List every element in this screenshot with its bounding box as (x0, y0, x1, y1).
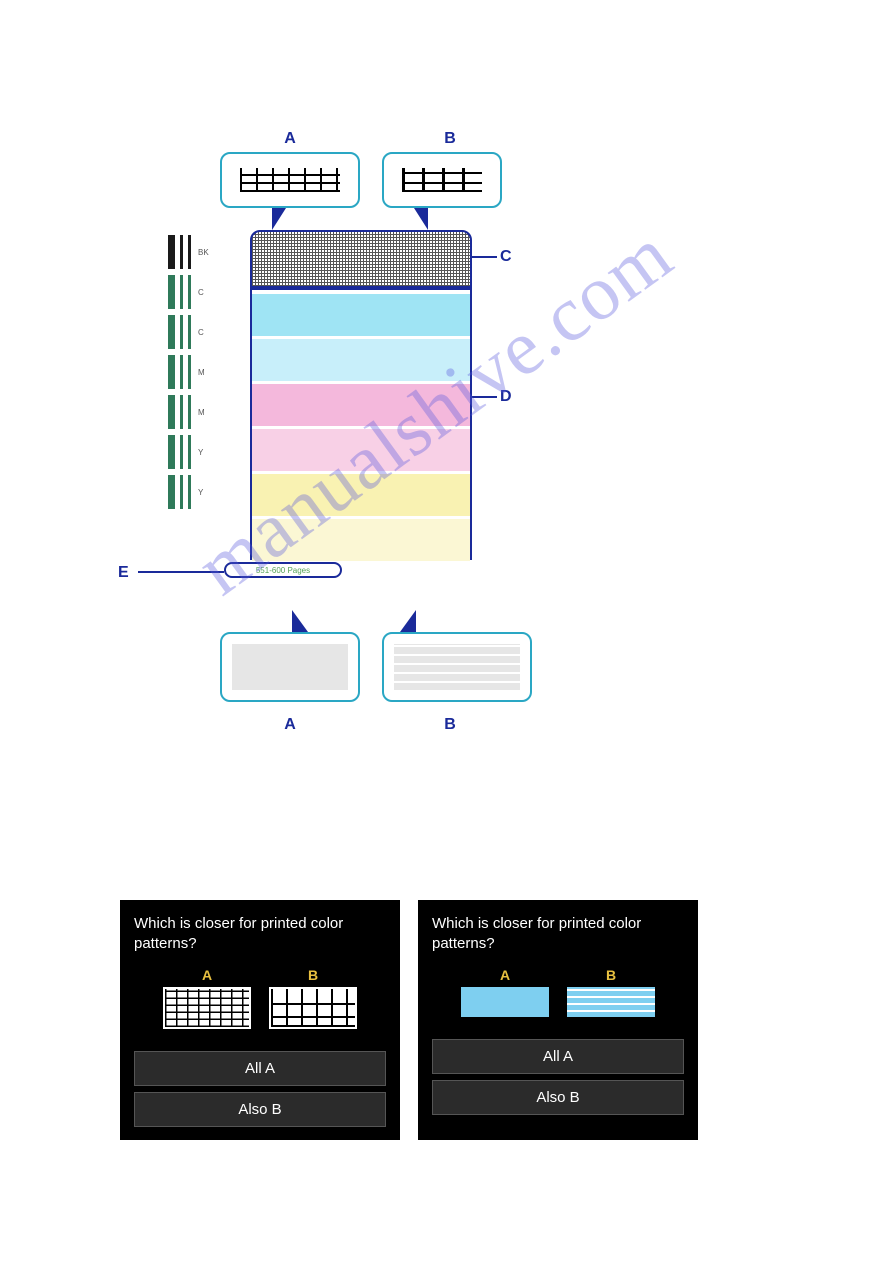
connector-d (472, 396, 497, 398)
all-a-button[interactable]: All A (432, 1039, 684, 1074)
ink-row: C (168, 272, 238, 312)
label-top-b: B (430, 130, 470, 148)
option-b-label: B (308, 967, 318, 983)
pointer-top-b-icon (414, 208, 428, 230)
color-band (252, 429, 470, 471)
option-a: A (163, 967, 251, 1029)
color-band (252, 474, 470, 516)
label-c: C (500, 248, 512, 266)
option-a-grid-icon (163, 987, 251, 1029)
ink-row: M (168, 352, 238, 392)
also-b-button[interactable]: Also B (432, 1080, 684, 1115)
color-band (252, 294, 470, 336)
striped-swatch-icon (394, 644, 520, 690)
ink-label: BK (198, 248, 210, 257)
all-a-button[interactable]: All A (134, 1051, 386, 1086)
option-b-label: B (606, 967, 616, 983)
solid-swatch-icon (232, 644, 348, 690)
screen-grid-patterns: Which is closer for printed color patter… (120, 900, 400, 1140)
ink-label: C (198, 288, 210, 297)
panel-c-grid (250, 230, 472, 288)
page-count-text: 551-600 Pages (256, 566, 310, 575)
ink-label: Y (198, 448, 210, 457)
connector-e (138, 571, 224, 573)
color-band (252, 384, 470, 426)
option-a-label: A (500, 967, 510, 983)
label-bottom-b: B (430, 716, 470, 734)
ink-row: M (168, 392, 238, 432)
color-band (252, 339, 470, 381)
ink-level-column: BK C C M M Y Y (168, 232, 238, 512)
option-b: B (567, 967, 655, 1017)
also-b-button[interactable]: Also B (134, 1092, 386, 1127)
callout-bottom-b (382, 632, 532, 702)
label-top-a: A (270, 130, 310, 148)
ink-row: Y (168, 472, 238, 512)
grid-pattern-b-icon (402, 168, 482, 192)
pointer-top-a-icon (272, 208, 286, 230)
option-b-grid-icon (269, 987, 357, 1029)
question-text: Which is closer for printed color patter… (134, 914, 386, 953)
option-a-solid-icon (461, 987, 549, 1017)
option-a: A (461, 967, 549, 1017)
ink-row: C (168, 312, 238, 352)
grid-pattern-a-icon (240, 168, 340, 192)
option-b: B (269, 967, 357, 1029)
option-row: A B (134, 967, 386, 1029)
screen-color-patterns: Which is closer for printed color patter… (418, 900, 698, 1140)
pointer-bottom-a-icon (292, 610, 308, 632)
ink-label: Y (198, 488, 210, 497)
connector-c (472, 256, 497, 258)
nozzle-check-diagram: A B A B C D E BK C C M M Y Y 551-600 Pag… (140, 130, 620, 750)
ink-label: C (198, 328, 210, 337)
page-count-pill: 551-600 Pages (224, 562, 342, 578)
ink-row: BK (168, 232, 238, 272)
ink-label: M (198, 408, 210, 417)
question-text: Which is closer for printed color patter… (432, 914, 684, 953)
label-bottom-a: A (270, 716, 310, 734)
callout-top-b (382, 152, 502, 208)
pointer-bottom-b-icon (400, 610, 416, 632)
label-e: E (118, 564, 129, 582)
label-d: D (500, 388, 512, 406)
callout-bottom-a (220, 632, 360, 702)
device-screens: Which is closer for printed color patter… (120, 900, 698, 1140)
option-row: A B (432, 967, 684, 1017)
ink-label: M (198, 368, 210, 377)
panel-d-color-bands (250, 288, 472, 560)
ink-row: Y (168, 432, 238, 472)
option-a-label: A (202, 967, 212, 983)
callout-top-a (220, 152, 360, 208)
color-band (252, 519, 470, 561)
option-b-striped-icon (567, 987, 655, 1017)
